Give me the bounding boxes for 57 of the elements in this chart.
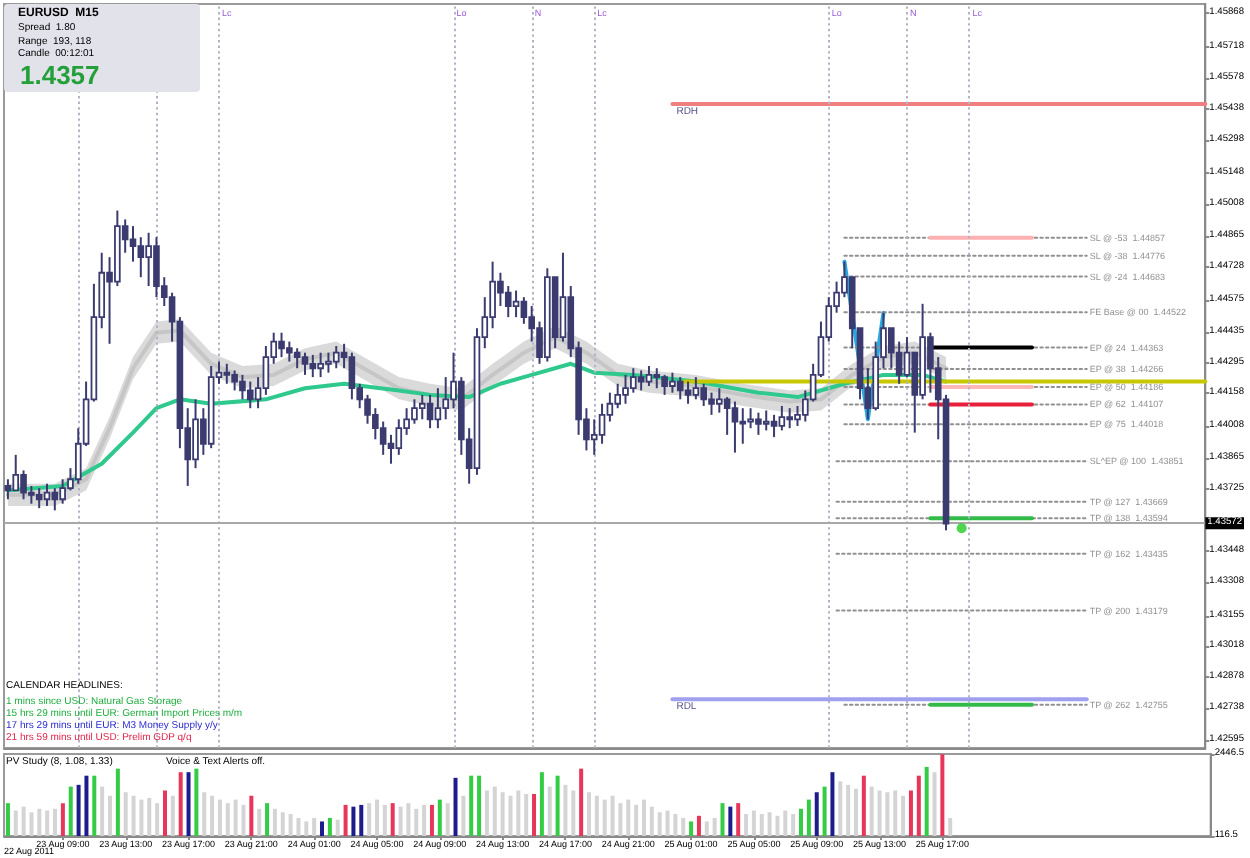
candlestick [348,351,356,401]
candlestick [387,433,395,465]
candlestick [145,231,152,288]
candlestick [559,251,567,343]
candlestick [669,371,676,394]
candlestick [35,487,43,510]
candlestick [700,382,707,407]
candlestick [512,289,520,319]
candlestick [731,400,739,454]
candlestick [661,373,668,396]
candlestick [708,391,715,416]
candlestick [379,420,387,456]
candlestick [755,411,762,436]
candlestick [684,380,692,405]
candlestick [598,402,606,445]
candlestick [395,418,403,456]
candlestick [723,396,731,436]
candlestick [325,351,332,374]
candlestick [12,453,20,492]
candlestick [262,345,270,396]
candlestick [716,387,723,414]
candlestick [231,369,238,392]
candlestick [317,351,324,379]
candlestick [51,487,59,512]
candlestick [770,413,778,439]
candlestick [504,285,512,319]
candlestick [286,340,293,363]
candlestick [762,409,770,432]
candlestick [137,236,145,279]
candlestick [426,393,434,430]
candlestick [309,353,317,379]
candlestick [4,478,12,501]
candlestick [293,347,301,370]
candlestick [622,373,629,405]
candlestick [20,469,27,501]
candlestick [786,407,793,430]
candlestick [442,376,449,421]
candlestick [676,376,684,401]
candlestick [637,369,645,392]
candlestick [278,331,285,359]
candlestick [692,376,700,401]
candlestick [645,365,653,387]
candlestick [653,367,661,390]
candlestick [43,482,51,507]
candlestick [301,351,309,376]
candlestick [520,296,528,325]
candlestick [332,345,340,370]
candlestick [739,407,747,445]
candlestick [778,404,786,432]
candlestick [129,225,137,263]
candlestick [418,393,426,421]
annotation: 1.4357 [20,60,100,90]
candlestick [434,387,442,430]
candlestick [246,380,254,410]
candlestick [223,362,231,385]
candlestick [239,373,246,401]
candlestick [153,236,160,299]
